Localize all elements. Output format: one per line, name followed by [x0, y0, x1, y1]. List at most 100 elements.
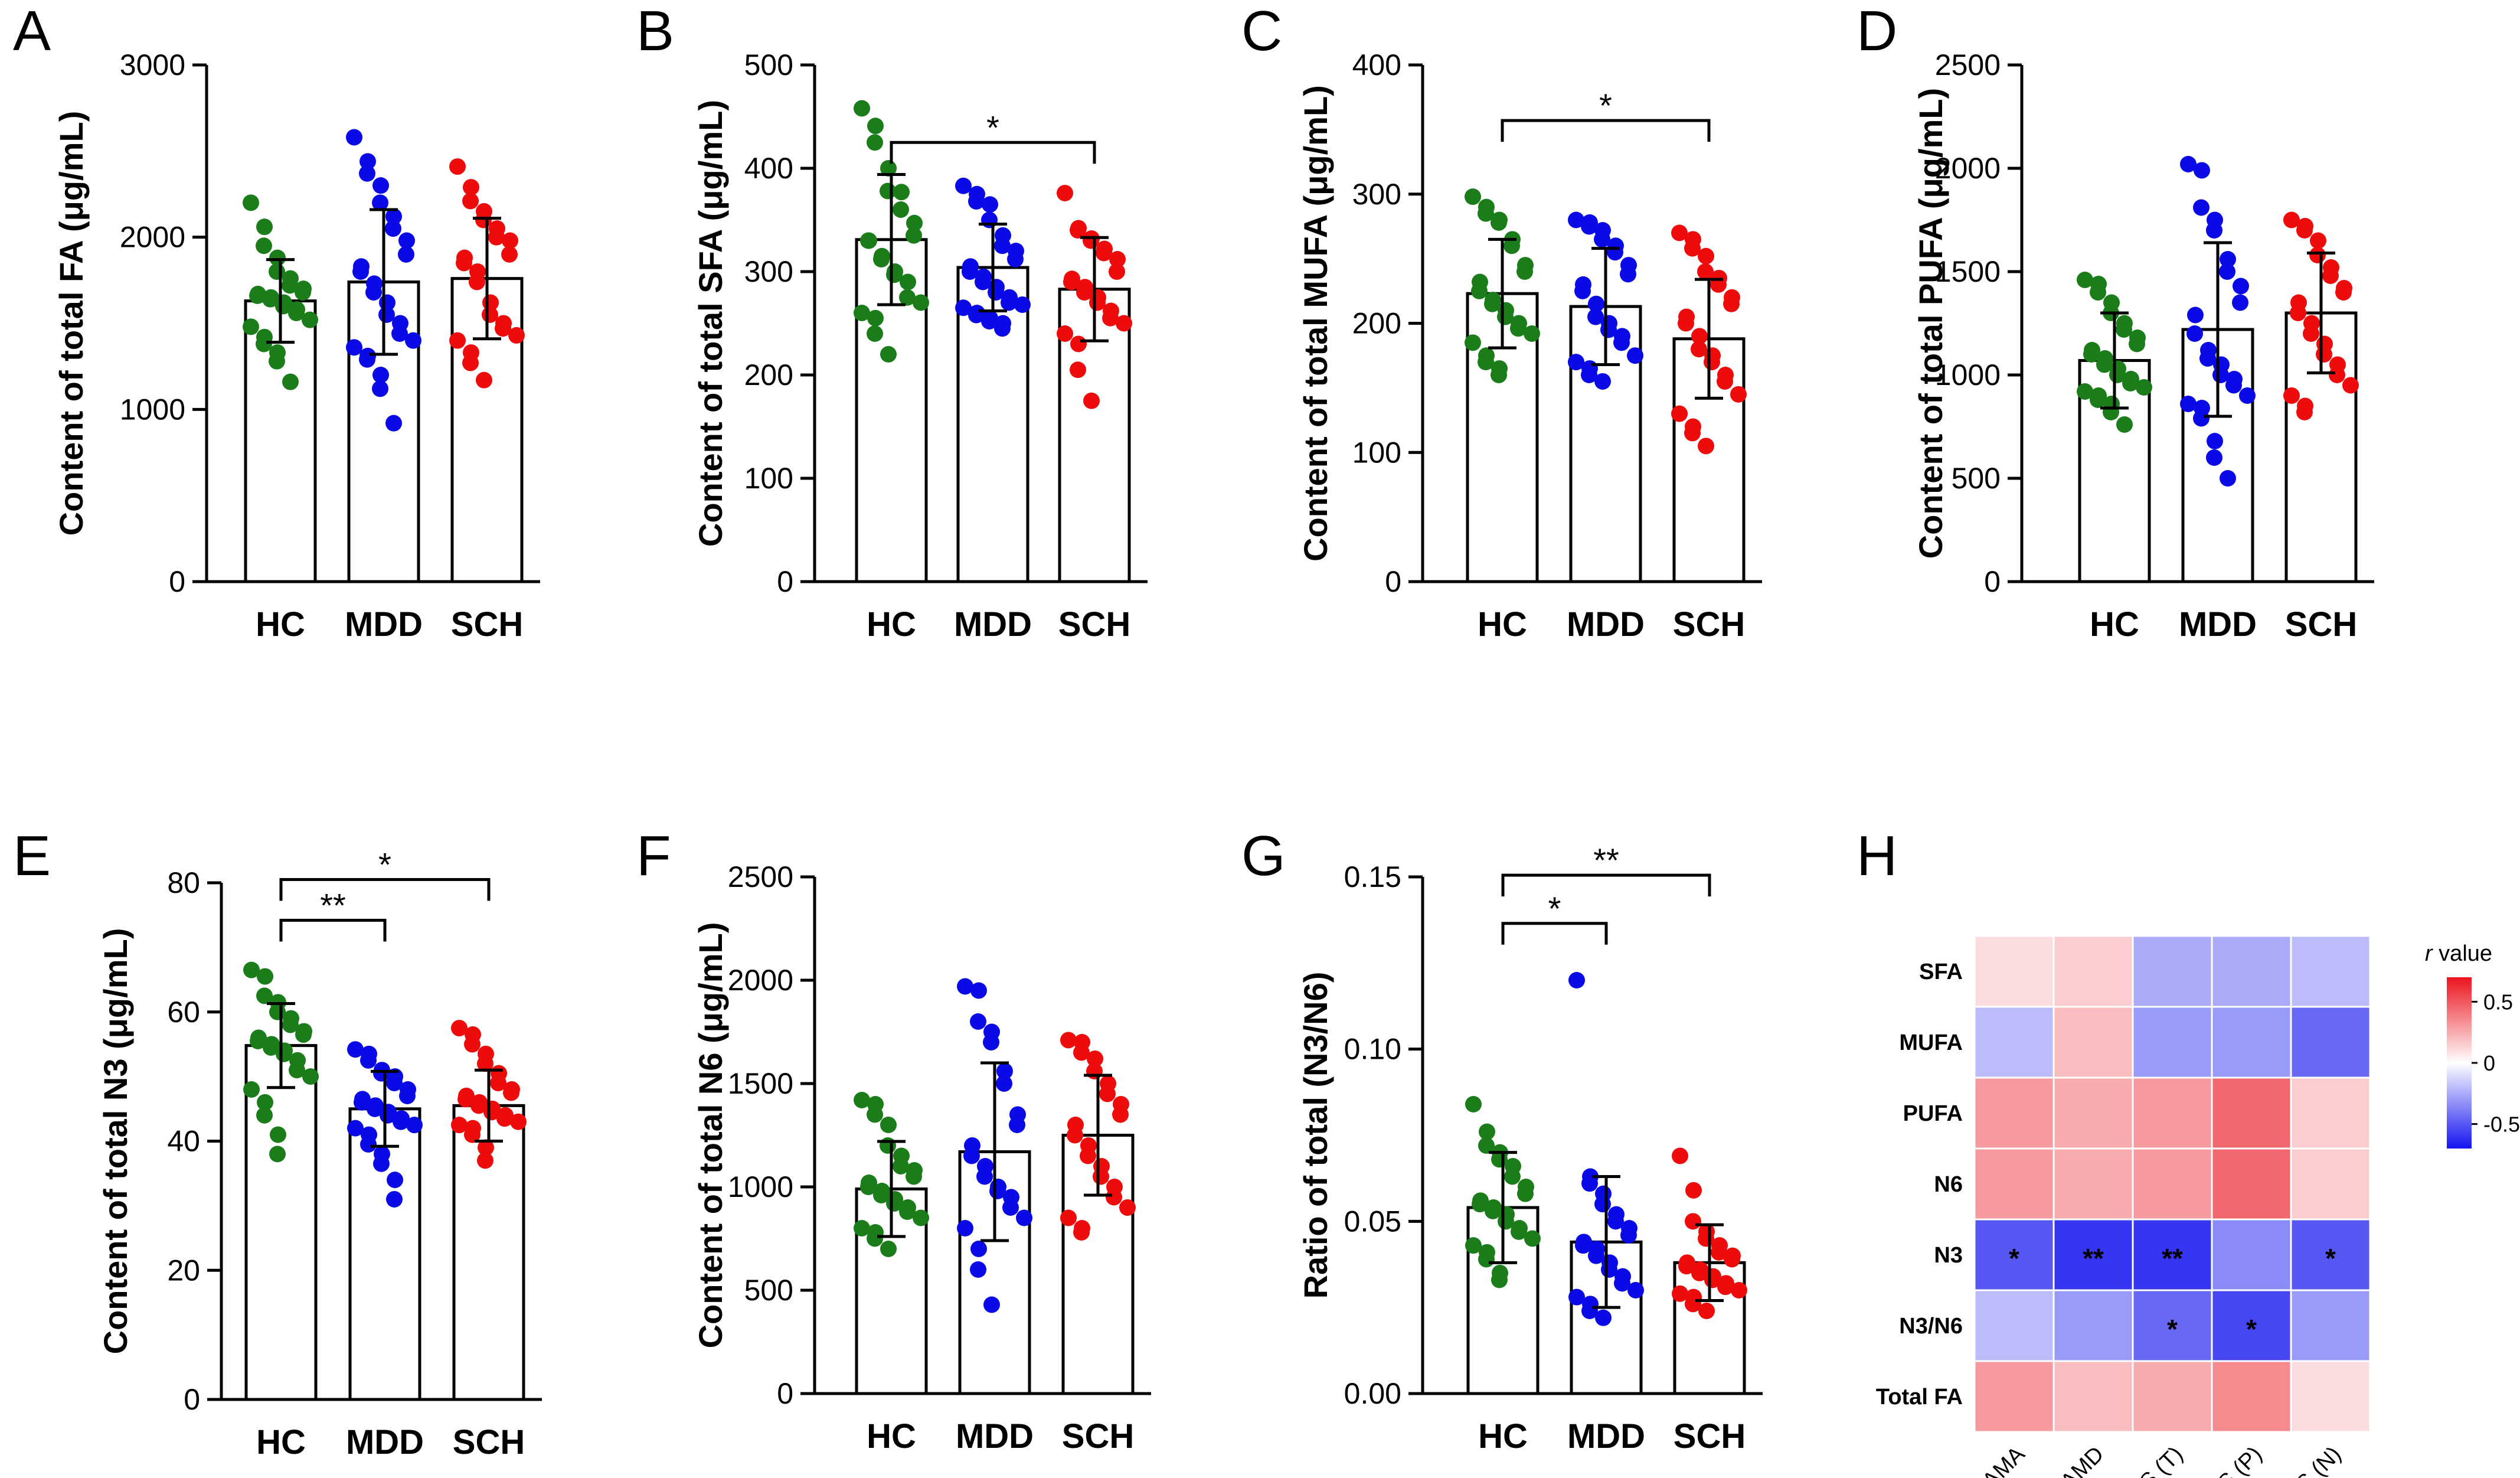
- data-point-mdd: [982, 196, 998, 213]
- heatmap-sig-marker: *: [2167, 1314, 2178, 1345]
- data-point-hc: [873, 251, 890, 267]
- data-point-mdd: [1620, 1226, 1637, 1244]
- data-point-mdd: [372, 194, 388, 211]
- y-tick-label: 0: [777, 565, 793, 598]
- data-point-mdd: [1014, 296, 1031, 313]
- heatmap-sig-marker: *: [2246, 1314, 2257, 1345]
- y-tick-label: 500: [744, 1274, 793, 1307]
- heatmap-col-label: HAMA: [1966, 1441, 2030, 1478]
- y-tick-label: 3000: [120, 48, 185, 81]
- x-tick-label-mdd: MDD: [1567, 605, 1645, 644]
- heatmap-cell: [2052, 1289, 2134, 1362]
- data-point-sch: [462, 193, 479, 210]
- data-point-sch: [501, 246, 518, 263]
- data-point-sch: [2309, 247, 2326, 263]
- data-point-mdd: [372, 367, 389, 383]
- data-point-sch: [463, 179, 479, 196]
- x-tick-label-hc: HC: [1478, 605, 1527, 644]
- data-point-hc: [302, 1068, 319, 1085]
- data-point-sch: [456, 255, 472, 272]
- data-point-mdd: [372, 177, 389, 194]
- data-point-mdd: [352, 263, 369, 280]
- data-point-sch: [462, 354, 479, 371]
- data-point-hc: [270, 1126, 286, 1143]
- heatmap-cell: [2290, 1076, 2371, 1150]
- data-point-sch: [1057, 325, 1073, 342]
- y-tick-label: 2500: [728, 860, 793, 893]
- data-point-mdd: [996, 1063, 1013, 1079]
- data-point-hc: [257, 1094, 273, 1111]
- data-point-hc: [1511, 1223, 1527, 1240]
- data-point-sch: [1678, 315, 1694, 332]
- data-point-mdd: [970, 982, 987, 999]
- data-point-hc: [854, 305, 870, 321]
- data-point-hc: [1478, 1251, 1495, 1268]
- heatmap-cell: [2290, 935, 2371, 1008]
- data-point-mdd: [2219, 263, 2235, 280]
- panel-a: A 0 1000 2000 3000 Content of total FA (μg/mL…: [13, 0, 540, 644]
- data-point-sch: [1076, 284, 1093, 301]
- y-tick-label: 300: [1352, 178, 1401, 211]
- data-point-sch: [495, 320, 511, 337]
- heatmap-cell: [2132, 1076, 2213, 1150]
- data-point-sch: [1083, 392, 1100, 409]
- data-point-mdd: [385, 220, 401, 237]
- data-point-hc: [282, 1016, 299, 1033]
- data-point-sch: [1691, 341, 1707, 358]
- panel-e: E 0 20 40 60 80 Content of total N3 (μg/mL) HC M…: [13, 824, 542, 1461]
- data-point-hc: [867, 1106, 883, 1123]
- y-tick-label: 100: [744, 462, 793, 495]
- y-tick-label: 20: [167, 1254, 200, 1287]
- data-point-hc: [243, 194, 259, 211]
- data-point-hc: [295, 284, 311, 301]
- heatmap-sig-marker: *: [2325, 1243, 2336, 1274]
- colorbar-title-text: value: [2433, 941, 2492, 966]
- data-point-hc: [2077, 383, 2093, 400]
- data-point-hc: [900, 273, 916, 291]
- data-point-mdd: [367, 1100, 383, 1117]
- data-point-mdd: [385, 415, 402, 432]
- data-point-mdd: [2180, 156, 2197, 172]
- heatmap-cell: [2052, 1076, 2134, 1150]
- heatmap-cell: [1973, 1360, 2055, 1433]
- data-point-mdd: [1568, 354, 1584, 371]
- y-tick-label: 400: [1352, 48, 1401, 81]
- data-point-sch: [1717, 373, 1733, 390]
- data-point-mdd: [1574, 282, 1591, 299]
- data-point-mdd: [365, 284, 382, 301]
- data-point-mdd: [2187, 306, 2204, 324]
- x-tick-label-sch: SCH: [1062, 1417, 1134, 1456]
- data-point-mdd: [1016, 1209, 1032, 1226]
- y-tick-label: 0: [1984, 565, 2001, 598]
- data-point-mdd: [405, 332, 421, 349]
- y-tick-label: 1500: [1935, 255, 2001, 288]
- data-point-mdd: [981, 313, 998, 329]
- data-point-mdd: [360, 1052, 377, 1069]
- significance-bracket: [279, 878, 491, 901]
- data-point-sch: [1073, 1044, 1090, 1061]
- data-point-sch: [1096, 244, 1112, 262]
- data-point-mdd: [1627, 347, 1643, 364]
- heatmap-cell: [2290, 1006, 2371, 1079]
- data-point-mdd: [386, 1190, 403, 1208]
- y-tick-label: 40: [167, 1125, 200, 1158]
- data-point-hc: [2090, 391, 2106, 408]
- data-point-hc: [1484, 295, 1501, 312]
- data-point-mdd: [1568, 972, 1585, 988]
- data-point-sch: [1116, 315, 1132, 332]
- y-tick-label: 0: [777, 1377, 793, 1410]
- panel-letter: C: [1241, 0, 1282, 63]
- y-tick-label: 1500: [728, 1067, 793, 1100]
- data-point-mdd: [386, 1075, 403, 1092]
- data-point-sch: [1070, 361, 1086, 379]
- data-point-mdd: [2193, 199, 2210, 216]
- data-point-hc: [1479, 1123, 1495, 1140]
- data-point-sch: [2310, 232, 2326, 249]
- x-tick-label-hc: HC: [256, 605, 305, 644]
- bar-hc: [244, 1044, 318, 1401]
- data-point-sch: [1080, 1147, 1096, 1164]
- data-point-mdd: [2220, 251, 2236, 267]
- y-tick-label: 1000: [728, 1170, 793, 1203]
- data-point-sch: [1691, 1264, 1708, 1281]
- x-tick-label-sch: SCH: [1058, 605, 1130, 644]
